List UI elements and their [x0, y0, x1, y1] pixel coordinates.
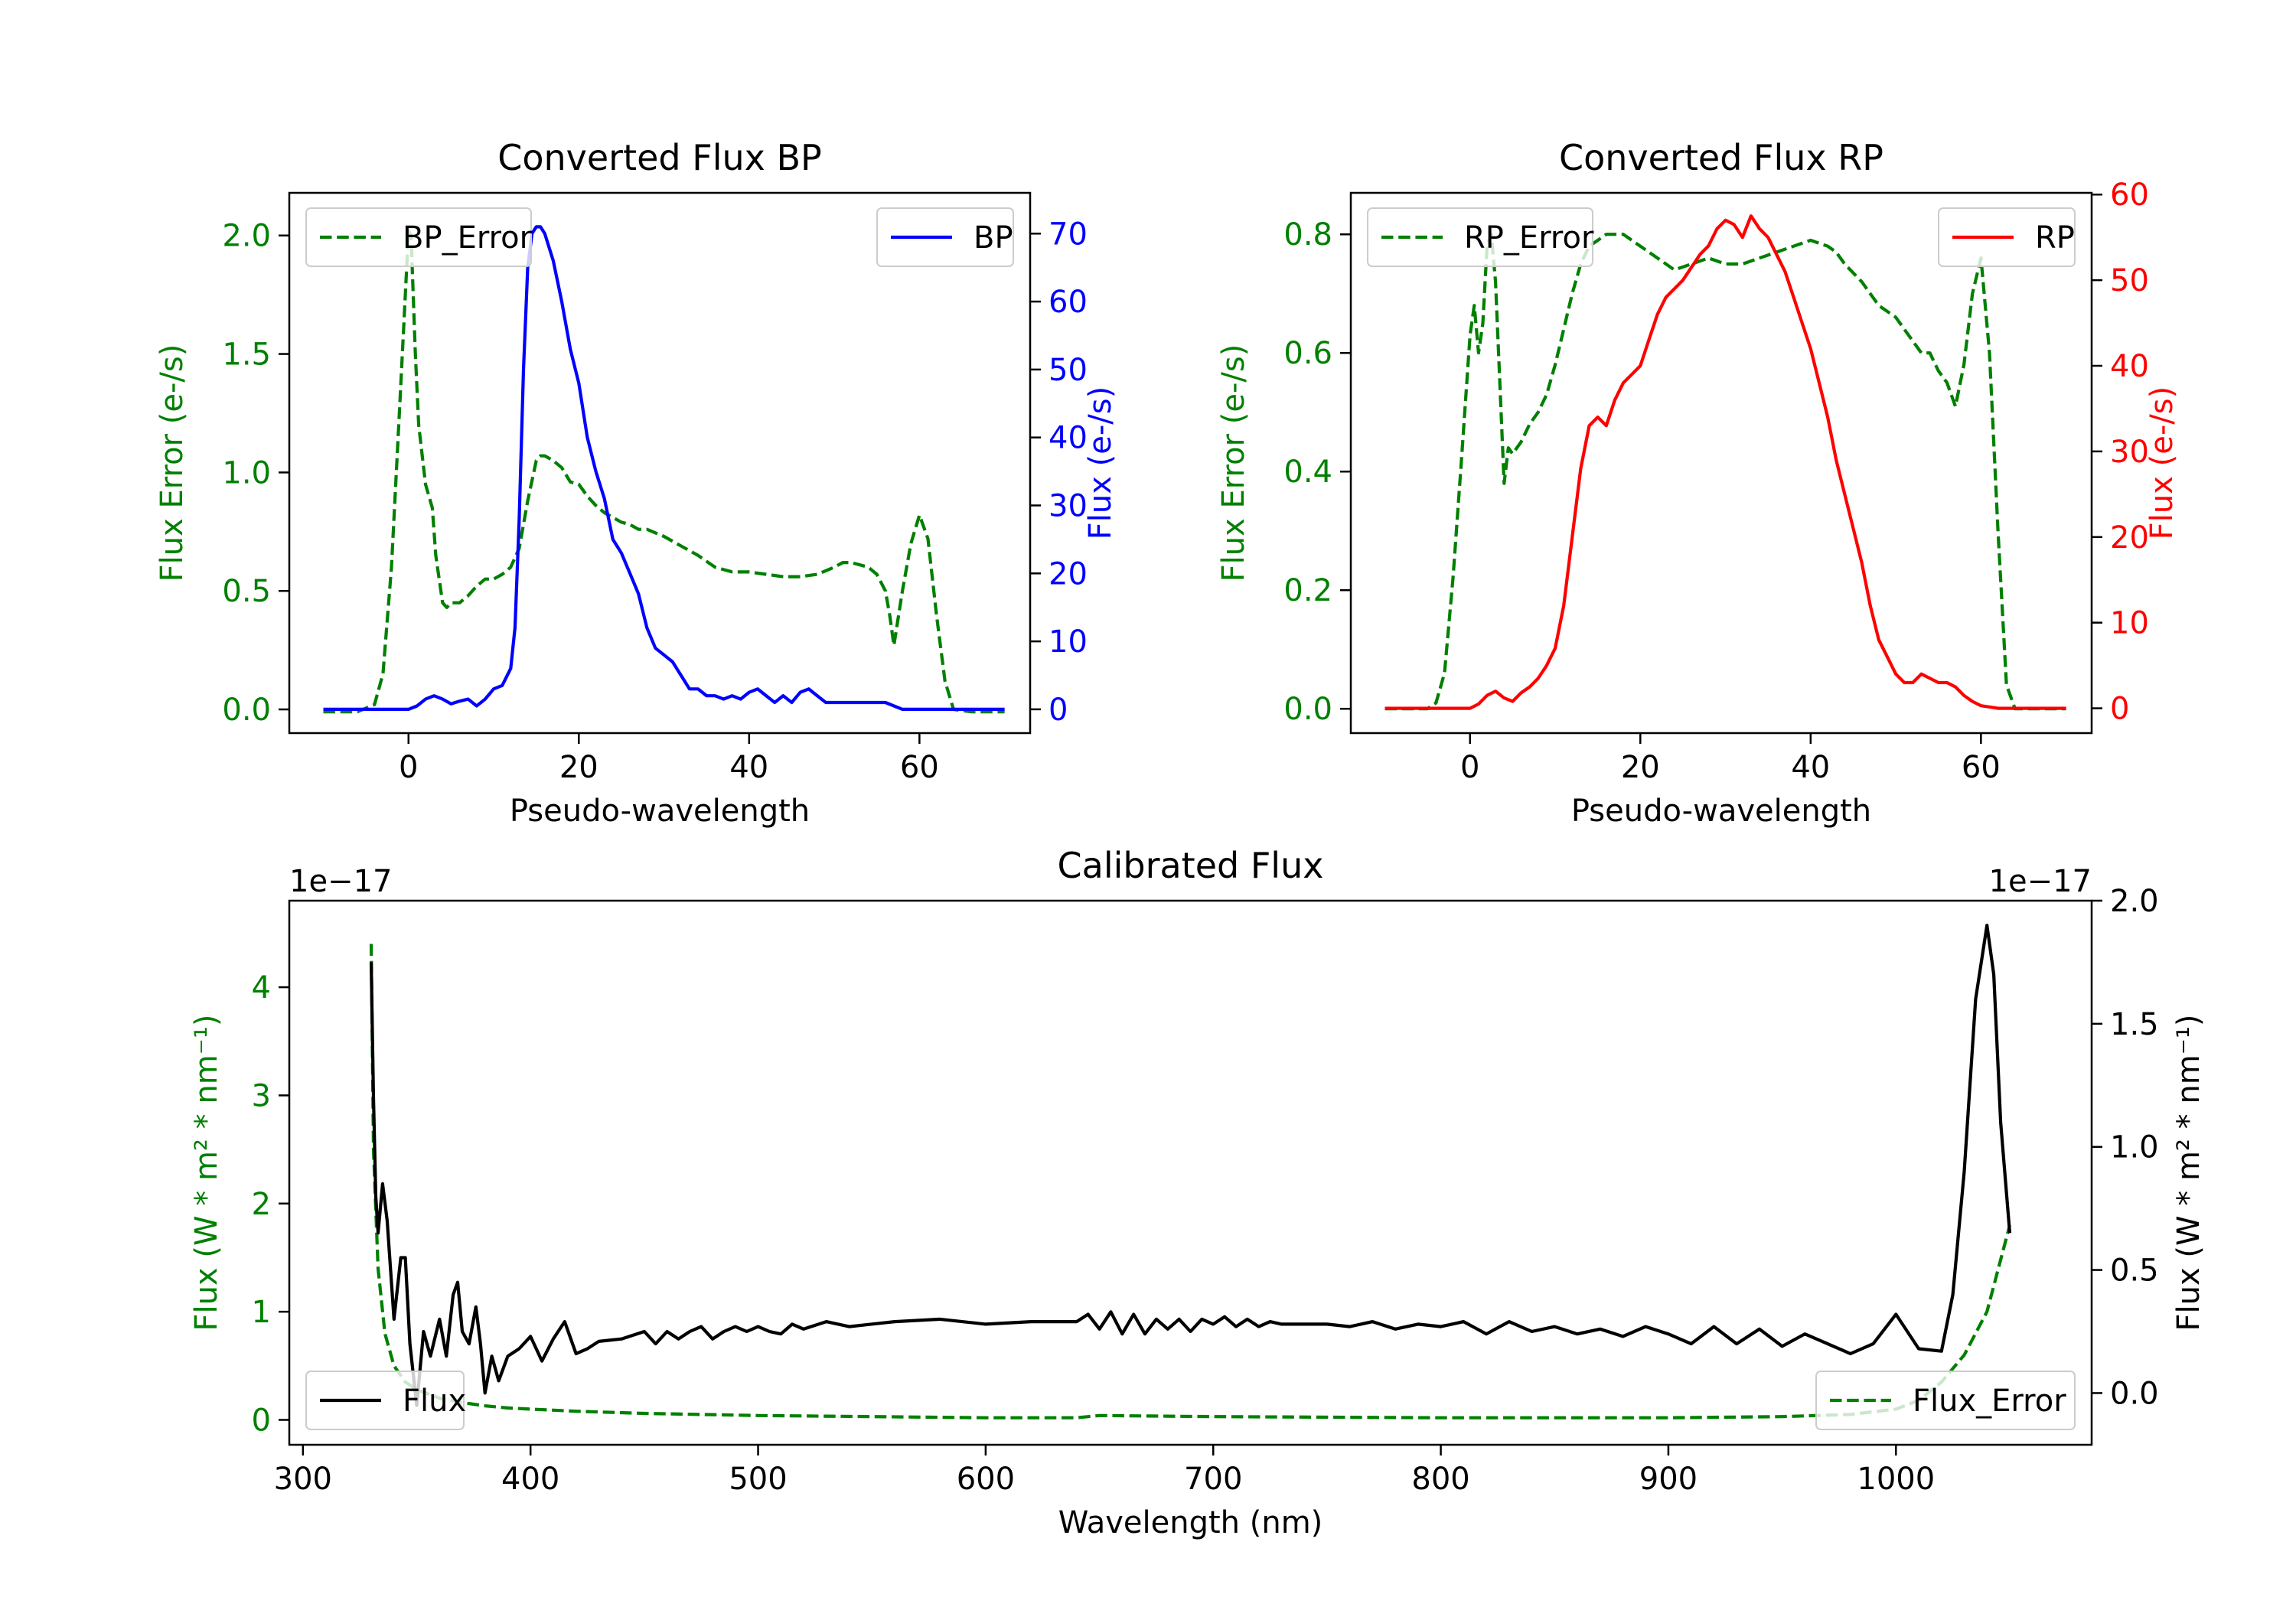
y-right-tick-label: 1.0 — [2110, 1130, 2159, 1165]
y-right-tick-label: 2.0 — [2110, 884, 2159, 919]
y-right-tick-label: 0.0 — [2110, 1376, 2159, 1411]
y-left-tick-label: 0.4 — [1283, 455, 1332, 490]
y-left-tick-label: 2.0 — [222, 219, 271, 254]
x-tick-label: 800 — [1411, 1462, 1469, 1497]
axes-frame — [288, 899, 2093, 1446]
y-left-tick-label: 1.0 — [222, 455, 271, 491]
legend-box — [305, 207, 532, 267]
legend-box — [1815, 1371, 2076, 1430]
y-left-axis-label: Flux (W * m² * nm⁻¹) — [189, 1015, 224, 1332]
chart-rp: 0 20 40 60 0.0 0.2 0.4 0.6 0.8 0 10 20 30 40 50 60 Conve… — [1216, 137, 2180, 829]
y-right-tick-label: 60 — [2110, 178, 2149, 213]
y-left-tick-label: 1 — [252, 1295, 271, 1330]
y-left-offset-label: 1e−17 — [289, 864, 392, 899]
x-tick-label: 900 — [1639, 1462, 1698, 1497]
chart-title: Converted Flux RP — [1559, 137, 1883, 178]
legend: RP — [1938, 207, 2076, 267]
y-right-tick-label: 20 — [1049, 556, 1088, 592]
y-right-axis-label: Flux (e-/s) — [2144, 386, 2180, 539]
x-tick-label: 60 — [1962, 750, 2001, 785]
y-right-tick-label: 20 — [2110, 520, 2149, 556]
axes-frame — [1349, 191, 2093, 735]
x-tick-label: 600 — [957, 1462, 1015, 1497]
axes-frame — [288, 191, 1032, 735]
y-right-tick-label: 0.5 — [2110, 1253, 2159, 1289]
y-left-tick-label: 0.5 — [222, 574, 271, 609]
x-tick-label: 400 — [501, 1462, 559, 1497]
y-left-tick-label: 2 — [252, 1187, 271, 1222]
legend-label: RP_Error — [1464, 220, 1594, 256]
y-right-tick-label: 40 — [1049, 421, 1088, 456]
y-right-tick-label: 0 — [2110, 692, 2129, 727]
x-tick-label: 0 — [1460, 750, 1479, 785]
y-right-tick-label: 1.5 — [2110, 1007, 2159, 1042]
y-left-tick-label: 0.0 — [1283, 692, 1332, 727]
legend-label: RP — [2035, 220, 2075, 256]
chart-title: Calibrated Flux — [1058, 845, 1324, 886]
series-line-flux-error — [369, 944, 2012, 1420]
series-line-bp — [323, 225, 1005, 711]
y-right-offset-label: 1e−17 — [1989, 864, 2092, 899]
x-tick-label: 60 — [900, 750, 939, 785]
y-right-tick-label: 50 — [1049, 353, 1088, 388]
legend: BP — [876, 207, 1014, 267]
series-line-rp-error — [1384, 233, 2066, 711]
y-right-tick-label: 10 — [1049, 624, 1088, 660]
chart-bp: 0 20 40 60 0.0 0.5 1.0 1.5 2.0 0 10 20 30 40 50 60 70 Con… — [155, 137, 1118, 829]
y-right-tick-label: 50 — [2110, 263, 2149, 298]
y-left-tick-label: 0.0 — [222, 693, 271, 728]
series-group — [1384, 214, 2066, 711]
y-left-tick-label: 3 — [252, 1078, 271, 1113]
legend-box — [1367, 207, 1593, 267]
legend-label: Flux — [403, 1384, 466, 1419]
y-right-tick-label: 10 — [2110, 606, 2149, 641]
legend-label: Flux_Error — [1913, 1384, 2066, 1419]
x-axis-label: Wavelength (nm) — [1058, 1505, 1323, 1540]
y-right-axis-label: Flux (W * m² * nm⁻¹) — [2171, 1015, 2206, 1332]
x-tick-label: 700 — [1184, 1462, 1242, 1497]
y-left-tick-label: 0.6 — [1283, 336, 1332, 371]
y-right-tick-label: 30 — [2110, 435, 2149, 470]
legend-label: BP_Error — [403, 220, 533, 256]
y-left-axis-label: Flux Error (e-/s) — [155, 344, 190, 582]
legend: Flux — [305, 1371, 466, 1430]
y-left-tick-label: 0.8 — [1283, 217, 1332, 253]
legend: BP_Error — [305, 207, 533, 267]
y-right-tick-label: 40 — [2110, 349, 2149, 384]
x-tick-label: 300 — [274, 1462, 332, 1497]
y-left-tick-label: 1.5 — [222, 337, 271, 373]
chart-calibrated: 300 400 500 600 700 800 900 1000 0 1 2 3 4 0.0 0.5 1.0 1… — [189, 845, 2206, 1540]
y-right-tick-label: 30 — [1049, 489, 1088, 524]
series-line-rp — [1384, 214, 2066, 710]
y-right-axis-label: Flux (e-/s) — [1083, 386, 1118, 539]
x-tick-label: 20 — [1621, 750, 1660, 785]
x-tick-label: 20 — [559, 750, 598, 785]
legend: Flux_Error — [1815, 1371, 2076, 1430]
y-left-tick-label: 4 — [252, 970, 271, 1006]
chart-title: Converted Flux BP — [497, 137, 822, 178]
y-right-tick-label: 0 — [1049, 693, 1068, 728]
y-left-tick-label: 0 — [252, 1403, 271, 1438]
legend-box — [305, 1371, 465, 1430]
x-axis-label: Pseudo-wavelength — [1571, 794, 1871, 829]
y-right-tick-label: 60 — [1049, 285, 1088, 320]
y-right-tick-label: 70 — [1049, 217, 1088, 252]
y-left-axis-label: Flux Error (e-/s) — [1216, 344, 1251, 582]
x-tick-label: 1000 — [1857, 1462, 1935, 1497]
series-line-flux — [369, 924, 2012, 1407]
legend-label: BP — [974, 220, 1013, 256]
series-line-bp-error — [323, 229, 1005, 714]
legend: RP_Error — [1367, 207, 1594, 267]
series-group — [323, 225, 1005, 714]
x-tick-label: 500 — [729, 1462, 787, 1497]
x-tick-label: 0 — [399, 750, 418, 785]
series-group — [369, 924, 2012, 1420]
x-tick-label: 40 — [729, 750, 768, 785]
x-axis-label: Pseudo-wavelength — [510, 794, 810, 829]
x-tick-label: 40 — [1791, 750, 1830, 785]
y-left-tick-label: 0.2 — [1283, 573, 1332, 608]
